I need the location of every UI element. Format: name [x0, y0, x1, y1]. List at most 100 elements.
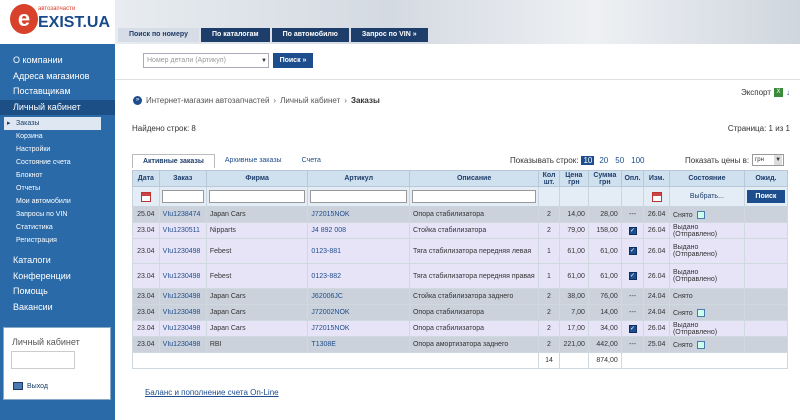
rows-option-100[interactable]: 100 — [631, 156, 645, 165]
edit-icon[interactable] — [696, 308, 705, 317]
filter-article-input[interactable] — [310, 190, 407, 203]
cell-order-text[interactable]: VIu1238474 — [162, 211, 201, 218]
cell-article: T1308E — [307, 336, 410, 353]
table-row[interactable]: 23.04 VIu1230498 Japan Cars J72002NOK Опора … — [132, 304, 789, 321]
dropdown-arrow-icon[interactable]: ▼ — [261, 58, 267, 64]
col-order[interactable]: Заказ — [158, 170, 207, 187]
sidebar-sub-notepad[interactable]: Блокнот — [16, 172, 43, 179]
col-qty[interactable]: Кол шт. — [538, 170, 560, 187]
col-firm[interactable]: Фирма — [205, 170, 309, 187]
filter-search-cell: Поиск — [743, 186, 789, 207]
sidebar-sub-reports[interactable]: Отчеты — [16, 185, 41, 192]
cell-changed-text: 26.04 — [647, 325, 666, 332]
calendar-icon[interactable] — [140, 191, 151, 202]
cell-article-text[interactable]: J4 892 008 — [311, 227, 347, 234]
cell-order-text[interactable]: VIu1230498 — [162, 309, 201, 316]
col-price[interactable]: Цена грн — [558, 170, 589, 187]
breadcrumb-cabinet[interactable]: Личный кабинет — [280, 96, 341, 105]
table-row[interactable]: 23.04 VIu1230498 Febest 0123-881 Тяга стабил… — [132, 238, 789, 264]
cell-state: Выдано (Отправлено) — [668, 263, 745, 289]
col-description[interactable]: Описание — [408, 170, 540, 187]
tab-search-number[interactable]: Поиск по номеру — [118, 28, 199, 42]
sidebar-item-jobs[interactable]: Вакансии — [13, 301, 53, 312]
col-changed[interactable]: Изм. — [643, 170, 670, 187]
col-state[interactable]: Состояние — [668, 170, 745, 187]
tab-by-car[interactable]: По автомобилю — [271, 28, 349, 42]
sidebar-item-stores[interactable]: Адреса магазинов — [13, 70, 90, 81]
logo[interactable]: e автозапчасти EXIST.UA — [0, 0, 115, 44]
cell-order-text[interactable]: VIu1230511 — [162, 227, 200, 234]
cell-article-text[interactable]: J72015NOK — [311, 325, 350, 332]
rows-option-20[interactable]: 20 — [599, 156, 609, 165]
table-row[interactable]: 23.04 VIu1230498 Febest 0123-882 Тяга стабил… — [132, 263, 789, 289]
chevron-down-icon: ▼ — [774, 155, 783, 165]
sidebar-sub-register[interactable]: Регистрация — [16, 237, 57, 244]
filter-desc-input[interactable] — [411, 190, 537, 203]
cell-sum-text: 61,00 — [600, 272, 618, 280]
rows-option-10[interactable]: 10 — [581, 156, 595, 165]
cell-article-text[interactable]: J62006JC — [311, 293, 343, 300]
sidebar-sub-account[interactable]: Состояние счета — [16, 159, 71, 166]
filter-search-button[interactable]: Поиск — [746, 190, 785, 203]
filter-firm-input[interactable] — [208, 190, 306, 203]
col-article[interactable]: Артикул — [307, 170, 410, 187]
export-link[interactable]: Экспорт X ↓ — [741, 88, 790, 97]
cell-article-text[interactable]: J72002NOK — [311, 309, 350, 316]
sidebar-item-catalogs[interactable]: Каталоги — [13, 255, 51, 265]
breadcrumb-shop[interactable]: Интернет-магазин автозапчастей — [146, 96, 270, 105]
cell-firm-text: RBI — [209, 341, 222, 348]
cell-order-text[interactable]: VIu1230498 — [162, 325, 201, 332]
logout-link[interactable]: Выход — [13, 382, 48, 390]
currency-select[interactable]: грн ▼ — [752, 154, 785, 166]
cell-order-text[interactable]: VIu1230498 — [162, 272, 201, 280]
col-expected[interactable]: Ожид. — [743, 170, 789, 187]
search-button[interactable]: Поиск » — [273, 53, 313, 68]
filter-order-input[interactable] — [161, 190, 204, 203]
tab-vin-request[interactable]: Запрос по VIN » — [350, 28, 428, 42]
table-row[interactable]: 23.04 VIu1230498 RBI T1308E Опора амортизато… — [132, 336, 789, 353]
cell-price-text: 14,00 — [567, 211, 585, 218]
cell-article-text[interactable]: J72015NOK — [311, 211, 350, 218]
sidebar-sub-orders[interactable]: Заказы — [4, 117, 101, 130]
sidebar-item-suppliers[interactable]: Поставщикам — [13, 86, 71, 96]
cell-order-text[interactable]: VIu1230498 — [162, 341, 201, 348]
calendar-icon[interactable] — [651, 191, 662, 202]
cell-order-text[interactable]: VIu1230498 — [162, 247, 201, 255]
cell-article: J4 892 008 — [307, 222, 410, 239]
table-row[interactable]: 25.04 VIu1238474 Japan Cars J72015NOK Опора … — [132, 206, 789, 223]
cell-order: VIu1230498 — [158, 336, 207, 353]
sidebar-sub-settings[interactable]: Настройки — [16, 146, 51, 153]
sidebar-item-help[interactable]: Помощь — [13, 286, 48, 296]
table-row[interactable]: 23.04 VIu1230498 Japan Cars J72015NOK Опора … — [132, 320, 789, 337]
tab-catalogs[interactable]: По каталогам — [200, 28, 270, 42]
totals-spacer — [620, 352, 789, 369]
edit-icon[interactable] — [696, 340, 705, 349]
filter-empty — [587, 186, 622, 207]
cell-article-text[interactable]: 0123-881 — [311, 247, 342, 255]
col-sum[interactable]: Сумма грн — [587, 170, 622, 187]
sidebar-sub-cars[interactable]: Мои автомобили — [16, 198, 71, 205]
part-number-input[interactable]: Номер детали (Артикул) ▼ — [143, 53, 269, 68]
cell-order-text[interactable]: VIu1230498 — [162, 293, 201, 300]
balance-link[interactable]: Баланс и пополнение счета On-Line — [145, 388, 279, 397]
cell-article-text[interactable]: 0123-882 — [311, 272, 342, 280]
table-row[interactable]: 23.04 VIu1230511 Nipparts J4 892 008 Стойка … — [132, 222, 789, 239]
search-bar: Номер детали (Артикул) ▼ Поиск » — [115, 44, 800, 80]
edit-icon[interactable] — [696, 210, 705, 219]
sidebar-sub-vin[interactable]: Запросы по VIN — [16, 211, 68, 218]
sidebar-item-about[interactable]: О компании — [13, 55, 63, 65]
rows-option-50[interactable]: 50 — [615, 156, 625, 165]
sidebar-sub-stats[interactable]: Статистика — [16, 224, 53, 231]
col-date[interactable]: Дата — [132, 170, 160, 187]
tab-invoices[interactable]: Счета — [301, 157, 321, 164]
tab-archive-orders[interactable]: Архивные заказы — [224, 157, 282, 164]
sidebar-item-cabinet[interactable]: Личный кабинет — [0, 99, 115, 115]
cell-sum-text: 158,00 — [596, 227, 618, 234]
state-filter-link[interactable]: Выбрать... — [689, 193, 724, 200]
tab-active-orders[interactable]: Активные заказы — [132, 154, 215, 168]
breadcrumb-separator-icon: › — [273, 96, 277, 105]
sidebar-sub-cart[interactable]: Корзина — [16, 133, 43, 140]
table-row[interactable]: 23.04 VIu1230498 Japan Cars J62006JC Стойка … — [132, 288, 789, 305]
cell-article-text[interactable]: T1308E — [311, 341, 336, 348]
sidebar-item-conferences[interactable]: Конференции — [13, 270, 71, 281]
